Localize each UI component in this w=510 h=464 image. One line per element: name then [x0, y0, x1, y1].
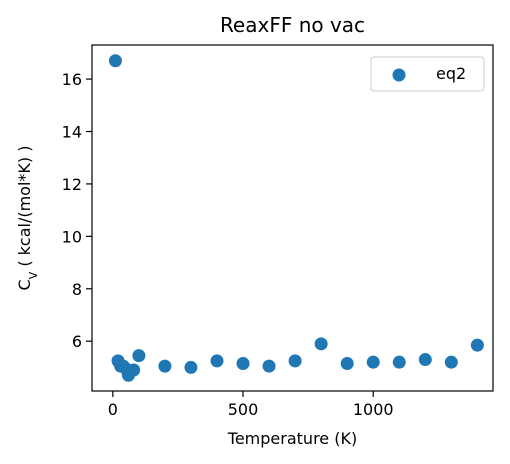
y-tick-label: 10: [62, 227, 82, 246]
plot-border: [91, 44, 494, 392]
data-point: [236, 356, 250, 370]
data-point: [184, 360, 198, 374]
legend-label: eq2: [436, 64, 466, 83]
y-axis-label-suffix: ( kcal/(mol*K) ): [15, 146, 34, 272]
y-tick-label: 14: [62, 123, 82, 142]
y-axis-label-prefix: C: [15, 279, 34, 290]
data-point: [444, 355, 458, 369]
data-point: [470, 338, 484, 352]
data-point: [158, 359, 172, 373]
legend-marker: [392, 68, 406, 82]
y-axis-label-subscript: V: [27, 271, 40, 279]
data-point: [210, 354, 224, 368]
data-point: [366, 355, 380, 369]
x-axis-ticks: 0 500 1000: [108, 391, 394, 419]
data-point: [314, 337, 328, 351]
data-point: [392, 355, 406, 369]
y-axis-ticks: 6 8 10 12 14 16: [62, 70, 92, 351]
data-point: [132, 349, 146, 363]
data-point: [108, 54, 122, 68]
data-point: [288, 354, 302, 368]
y-tick-label: 8: [72, 280, 82, 299]
x-axis-label: Temperature (K): [227, 429, 357, 448]
data-points: [108, 54, 484, 382]
chart-title: ReaxFF no vac: [220, 13, 365, 37]
legend-box: [370, 56, 485, 92]
legend: eq2: [370, 56, 485, 92]
y-tick-label: 6: [72, 332, 82, 351]
data-point: [119, 362, 133, 376]
x-tick-label: 1000: [353, 400, 394, 419]
y-tick-label: 16: [62, 70, 82, 89]
data-point: [340, 356, 354, 370]
data-point: [418, 353, 432, 367]
plot-frame: [91, 44, 494, 392]
x-tick-label: 500: [228, 400, 259, 419]
x-tick-label: 0: [108, 400, 118, 419]
y-axis-label: CV ( kcal/(mol*K) ): [15, 146, 40, 291]
y-tick-label: 12: [62, 175, 82, 194]
data-point: [262, 359, 276, 373]
